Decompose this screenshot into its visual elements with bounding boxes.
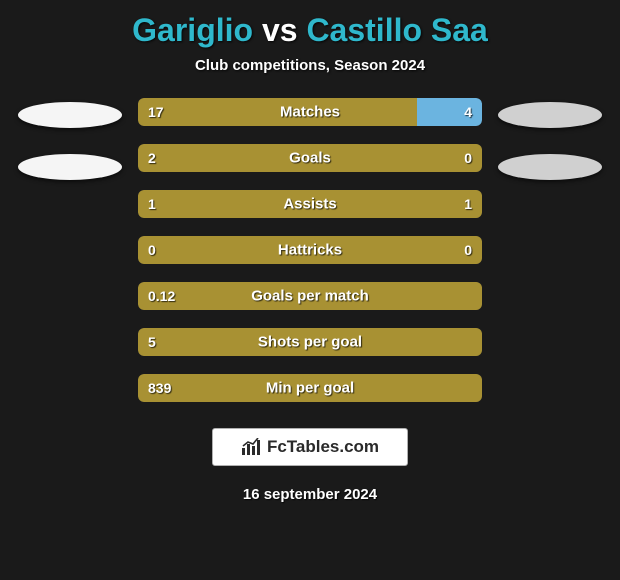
stat-row: 0 0 Hattricks — [138, 236, 482, 264]
stat-label: Goals — [289, 150, 331, 167]
flags-left-column — [10, 98, 130, 180]
stat-value-left: 2 — [148, 150, 156, 166]
stats-column: 17 4 Matches 2 0 Goals 1 1 Assists 0 0 Hattricks 0.1… — [138, 98, 482, 402]
stat-label: Hattricks — [278, 242, 342, 259]
stat-label: Matches — [280, 104, 340, 121]
stat-label: Min per goal — [266, 380, 354, 397]
flag-right — [498, 102, 602, 128]
stat-value-right: 1 — [464, 196, 472, 212]
stat-value-right: 0 — [464, 242, 472, 258]
title-player2: Castillo Saa — [306, 12, 487, 48]
stat-label: Goals per match — [251, 288, 369, 305]
branding-text: FcTables.com — [267, 437, 379, 457]
subtitle: Club competitions, Season 2024 — [195, 57, 425, 74]
stat-row: 5 Shots per goal — [138, 328, 482, 356]
stat-row: 17 4 Matches — [138, 98, 482, 126]
stat-value-left: 5 — [148, 334, 156, 350]
comparison-area: 17 4 Matches 2 0 Goals 1 1 Assists 0 0 Hattricks 0.1… — [10, 98, 610, 402]
stat-row: 0.12 Goals per match — [138, 282, 482, 310]
branding-badge[interactable]: FcTables.com — [212, 428, 408, 466]
title-player1: Gariglio — [132, 12, 253, 48]
stat-label: Assists — [283, 196, 336, 213]
stat-value-left: 0.12 — [148, 288, 175, 304]
stat-value-left: 1 — [148, 196, 156, 212]
stat-row: 1 1 Assists — [138, 190, 482, 218]
page-title: Gariglio vs Castillo Saa — [132, 12, 488, 49]
stat-value-right: 0 — [464, 150, 472, 166]
stat-label: Shots per goal — [258, 334, 362, 351]
stat-value-left: 17 — [148, 104, 164, 120]
title-vs: vs — [262, 12, 298, 48]
stat-value-left: 0 — [148, 242, 156, 258]
flag-left — [18, 154, 122, 180]
stat-value-left: 839 — [148, 380, 171, 396]
flags-right-column — [490, 98, 610, 180]
flag-right — [498, 154, 602, 180]
stat-row: 2 0 Goals — [138, 144, 482, 172]
flag-left — [18, 102, 122, 128]
stat-value-right: 4 — [464, 104, 472, 120]
stat-row: 839 Min per goal — [138, 374, 482, 402]
chart-icon — [241, 438, 261, 456]
footer-date: 16 september 2024 — [243, 486, 377, 503]
stat-fill-left — [138, 98, 417, 126]
